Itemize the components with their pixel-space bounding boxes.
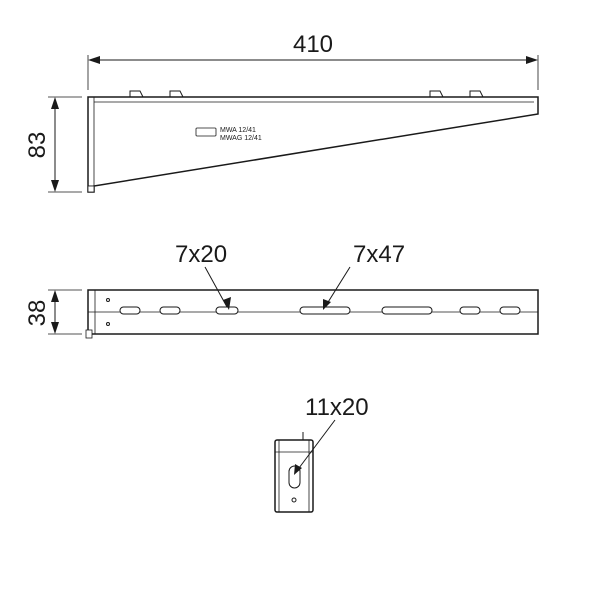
technical-drawing: 410 MWA 12/41 MWAG 12/41 <box>0 0 600 600</box>
part-label-1: MWA 12/41 <box>220 127 256 134</box>
dim-plan-height-value: 38 <box>24 300 51 327</box>
top-hooks <box>130 91 483 97</box>
part-label-2: MWAG 12/41 <box>220 135 262 142</box>
dim-side-height: 83 <box>24 97 82 192</box>
dim-side-height-value: 83 <box>24 132 51 159</box>
plan-view <box>86 290 538 338</box>
dim-plan-height: 38 <box>24 290 82 334</box>
slot-large-value: 7x47 <box>353 241 405 268</box>
end-slot-value: 11x20 <box>305 394 369 421</box>
dim-length-value: 410 <box>293 31 333 58</box>
end-view <box>275 432 313 512</box>
dim-overall-length: 410 <box>88 31 538 90</box>
side-view: MWA 12/41 MWAG 12/41 <box>88 91 538 192</box>
slot-small-value: 7x20 <box>175 241 227 268</box>
